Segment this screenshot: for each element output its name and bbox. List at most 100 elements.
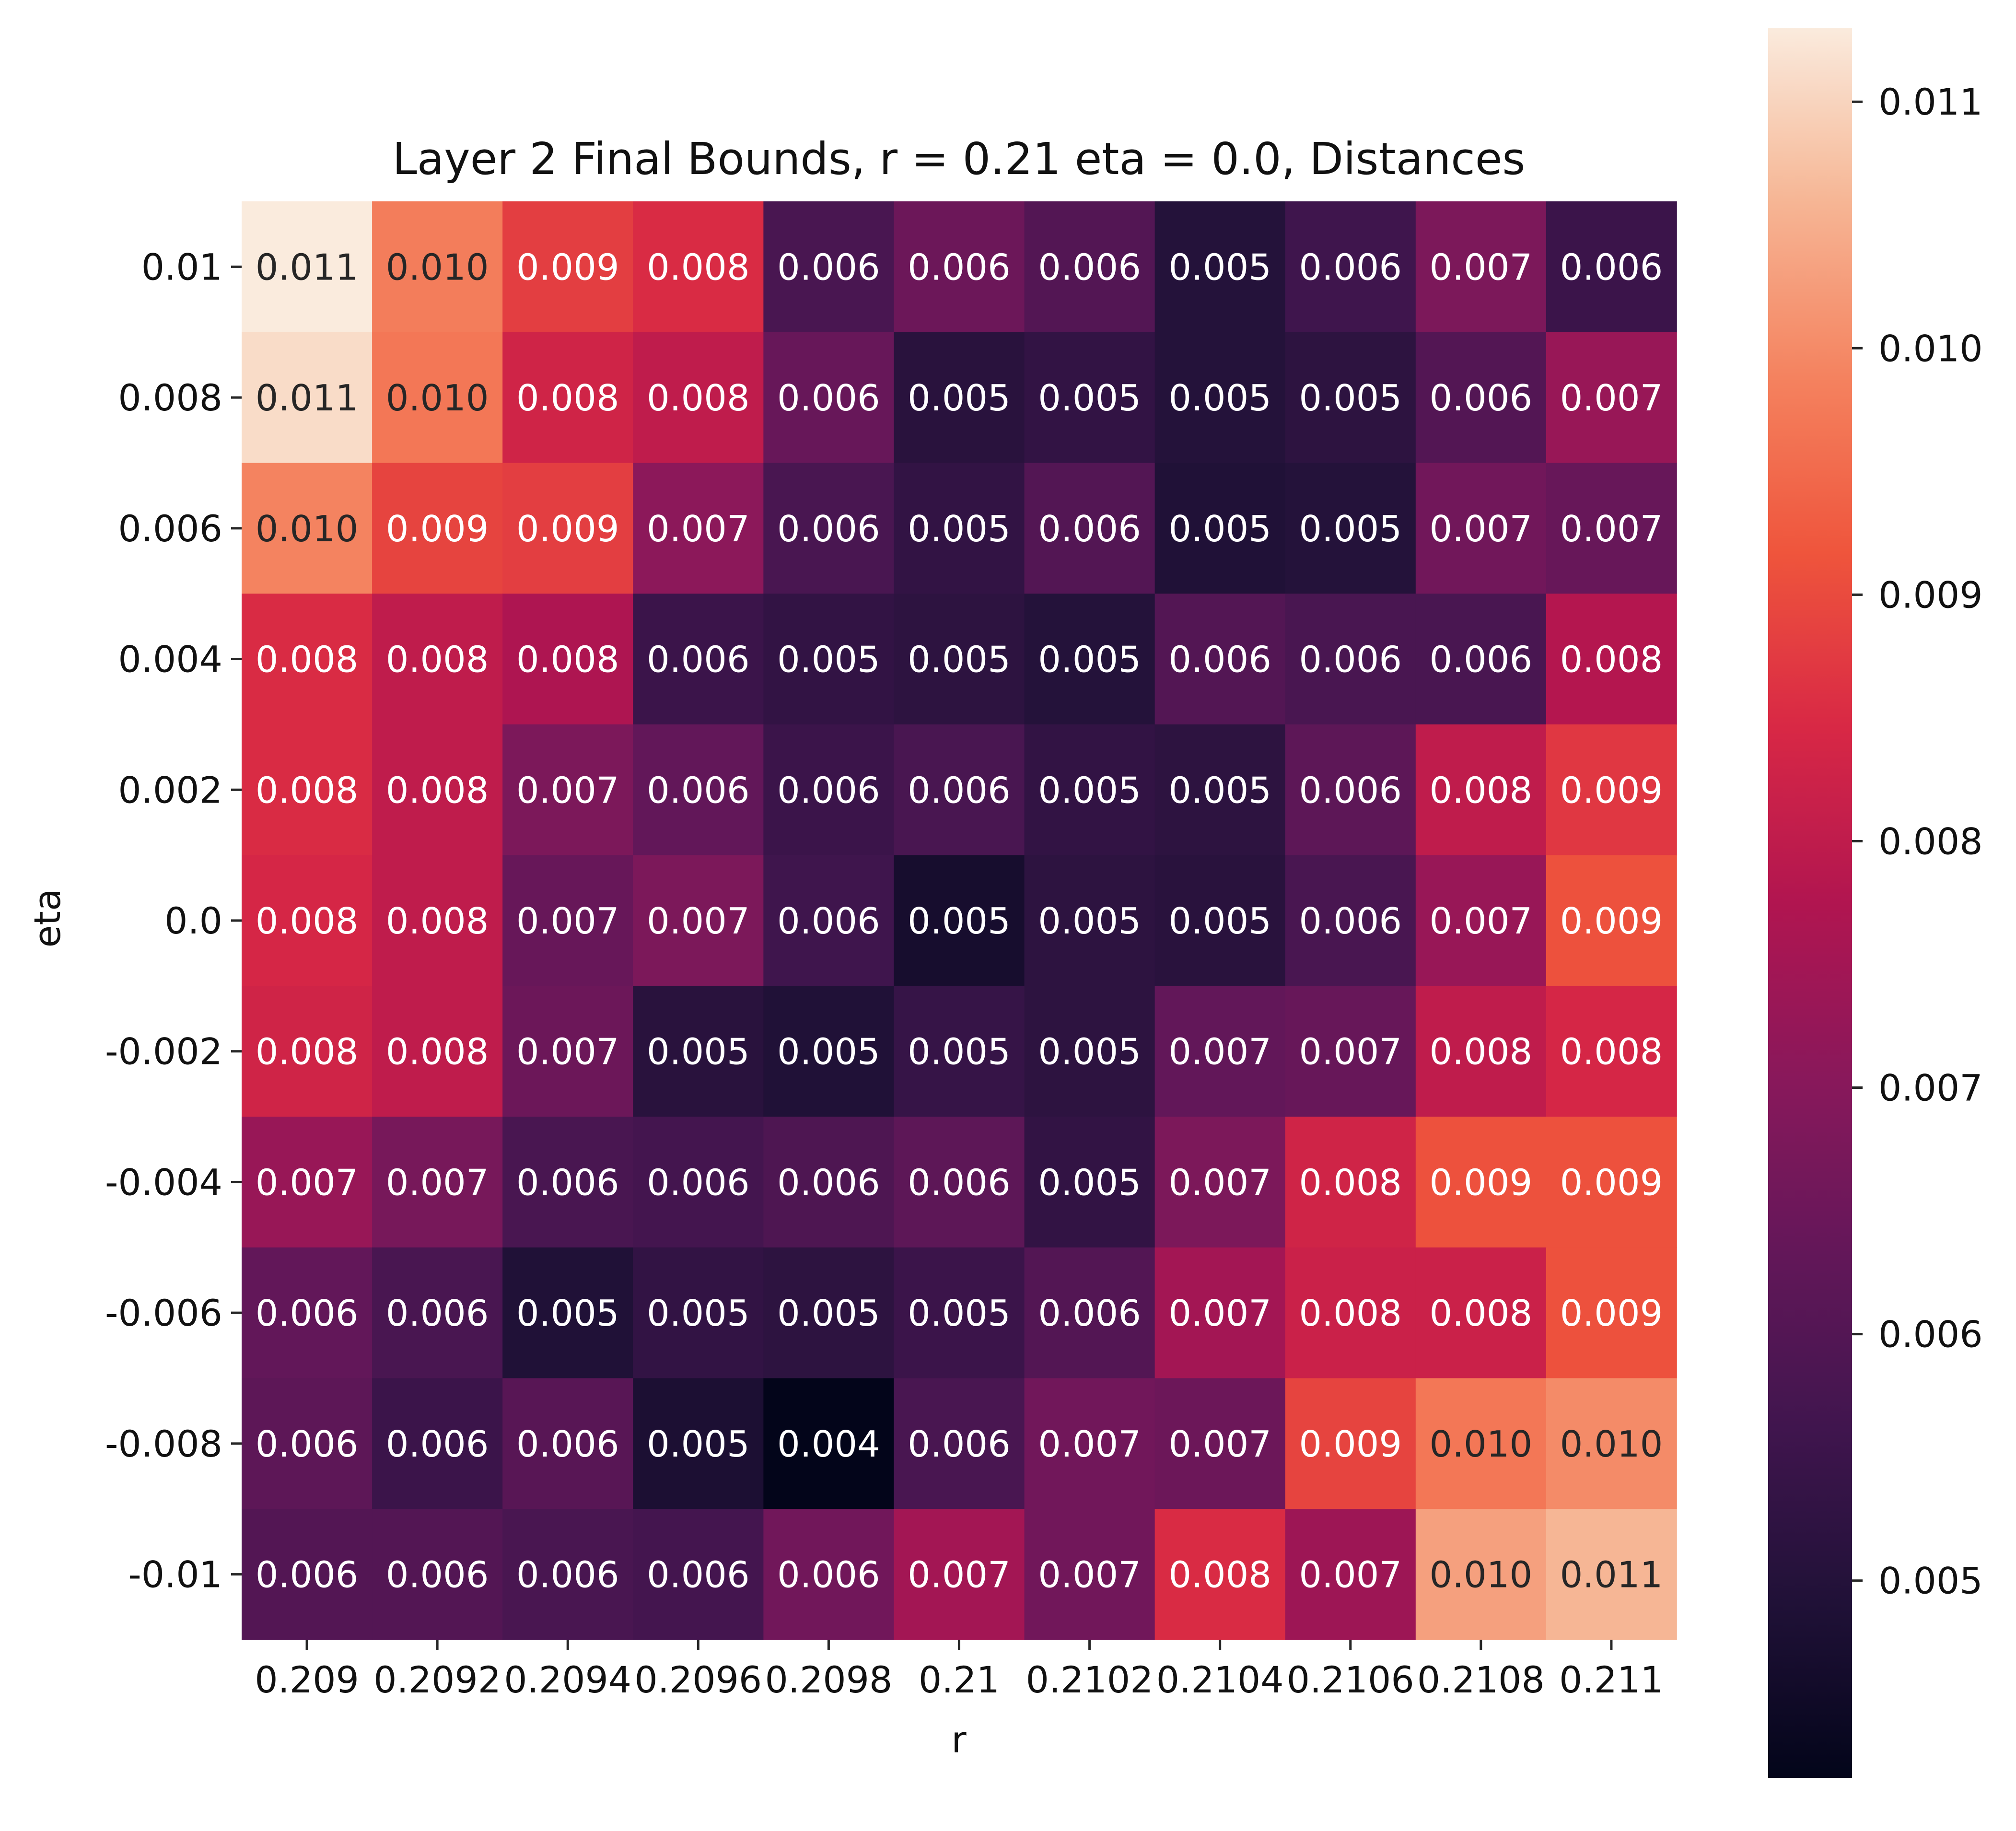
- heatmap-cell-value: 0.005: [1299, 508, 1402, 550]
- heatmap-cell: [763, 1509, 895, 1640]
- heatmap-cell: [242, 986, 373, 1117]
- x-tick-label: 0.2102: [1026, 1658, 1154, 1701]
- heatmap-cell-value: 0.007: [1430, 900, 1533, 942]
- heatmap-cell: [1546, 1247, 1677, 1379]
- heatmap-cell-value: 0.005: [647, 1031, 750, 1073]
- heatmap-cell-value: 0.009: [1560, 900, 1663, 942]
- heatmap-cell-value: 0.008: [1168, 1554, 1271, 1596]
- heatmap-cell: [242, 332, 373, 464]
- y-axis-label: eta: [26, 888, 69, 947]
- heatmap-cell: [1285, 1509, 1416, 1640]
- heatmap-cell-value: 0.006: [908, 769, 1011, 811]
- heatmap-cell-value: 0.006: [386, 1554, 489, 1596]
- heatmap-cell-value: 0.007: [647, 508, 750, 550]
- heatmap-cell-value: 0.006: [777, 377, 880, 419]
- heatmap-cell: [1285, 594, 1416, 725]
- heatmap-cell: [1154, 1117, 1286, 1248]
- heatmap-cell-value: 0.009: [1430, 1161, 1533, 1203]
- colorbar-tick-label: 0.011: [1878, 81, 1983, 123]
- heatmap-cell-value: 0.008: [1560, 1031, 1663, 1073]
- y-tick-label: -0.01: [128, 1553, 222, 1596]
- heatmap-cell-value: 0.005: [647, 1292, 750, 1334]
- heatmap-cell-value: 0.007: [1430, 246, 1533, 288]
- heatmap-cell: [1285, 855, 1416, 987]
- heatmap-cell: [1285, 986, 1416, 1117]
- heatmap-cell-value: 0.010: [386, 246, 489, 288]
- heatmap-cell-value: 0.007: [1560, 508, 1663, 550]
- heatmap-cell-value: 0.005: [908, 639, 1011, 681]
- heatmap-cell-value: 0.008: [1430, 1031, 1533, 1073]
- heatmap-cell: [242, 1117, 373, 1248]
- heatmap-cell: [1285, 1117, 1416, 1248]
- heatmap-cell-value: 0.006: [1430, 639, 1533, 681]
- y-tick-label: -0.008: [105, 1423, 222, 1465]
- heatmap-cell: [1415, 1247, 1547, 1379]
- heatmap-cell-value: 0.008: [256, 1031, 359, 1073]
- heatmap-cell-value: 0.008: [256, 900, 359, 942]
- heatmap-cell-value: 0.008: [1430, 769, 1533, 811]
- heatmap-cell: [633, 855, 764, 987]
- heatmap-cell-value: 0.008: [256, 639, 359, 681]
- heatmap-cell-value: 0.006: [256, 1554, 359, 1596]
- heatmap-cell: [1154, 594, 1286, 725]
- heatmap-cell-value: 0.006: [777, 769, 880, 811]
- heatmap-cell-value: 0.006: [1038, 246, 1141, 288]
- heatmap-cell: [633, 463, 764, 594]
- colorbar-tick-label: 0.007: [1878, 1067, 1983, 1109]
- heatmap-cell-value: 0.008: [1560, 639, 1663, 681]
- heatmap-cell-value: 0.009: [516, 508, 619, 550]
- heatmap-cell-value: 0.006: [777, 508, 880, 550]
- heatmap-cell-value: 0.007: [256, 1161, 359, 1203]
- heatmap-cell-value: 0.006: [647, 639, 750, 681]
- heatmap-cell: [1285, 463, 1416, 594]
- heatmap-cell: [763, 463, 895, 594]
- heatmap-cell: [372, 1509, 503, 1640]
- heatmap-cell-value: 0.006: [647, 1161, 750, 1203]
- heatmap-cell: [1415, 1378, 1547, 1510]
- heatmap-cell: [1024, 1117, 1155, 1248]
- heatmap-cell-value: 0.005: [1038, 639, 1141, 681]
- chart-title: Layer 2 Final Bounds, r = 0.21 eta = 0.0…: [393, 133, 1526, 185]
- y-axis: 0.01 0.008 0.006 0.004 0.002 0.0 -0.002 -0.004 -…: [105, 245, 242, 1596]
- y-tick-label: 0.006: [118, 507, 222, 550]
- heatmap-cell: [242, 1378, 373, 1510]
- heatmap-cell-value: 0.007: [1168, 1161, 1271, 1203]
- y-tick-label: -0.004: [105, 1161, 222, 1203]
- x-tick-label: 0.21: [919, 1658, 1000, 1701]
- heatmap-cell: [502, 201, 634, 333]
- heatmap-cell: [372, 724, 503, 856]
- heatmap-cells: [242, 201, 1677, 1640]
- y-tick-label: 0.004: [118, 638, 222, 681]
- heatmap-cell-value: 0.007: [516, 900, 619, 942]
- heatmap-cell-value: 0.008: [1430, 1292, 1533, 1334]
- heatmap-cell-value: 0.005: [908, 900, 1011, 942]
- heatmap-cell-value: 0.006: [386, 1423, 489, 1465]
- heatmap-cell-value: 0.006: [1299, 246, 1402, 288]
- heatmap-cell: [633, 201, 764, 333]
- colorbar-tick-label: 0.008: [1878, 820, 1983, 863]
- heatmap-cell-value: 0.005: [908, 1031, 1011, 1073]
- y-tick-label: -0.002: [105, 1030, 222, 1073]
- heatmap-cell-value: 0.007: [1299, 1031, 1402, 1073]
- heatmap-cell: [1285, 1247, 1416, 1379]
- y-tick-label: 0.008: [118, 376, 222, 419]
- heatmap-cell: [1024, 855, 1155, 987]
- heatmap-cell: [242, 463, 373, 594]
- x-tick-label: 0.2096: [634, 1658, 762, 1701]
- heatmap-cell: [633, 594, 764, 725]
- heatmap-cell-value: 0.008: [386, 900, 489, 942]
- heatmap-cell: [502, 855, 634, 987]
- heatmap-cell: [242, 594, 373, 725]
- heatmap-cell: [1024, 1247, 1155, 1379]
- heatmap-cell-value: 0.010: [1560, 1423, 1663, 1465]
- heatmap-cell: [763, 201, 895, 333]
- x-tick-label: 0.209: [255, 1658, 359, 1701]
- heatmap-cell-value: 0.005: [1168, 508, 1271, 550]
- heatmap-cell: [633, 1247, 764, 1379]
- heatmap-cell-value: 0.006: [1299, 769, 1402, 811]
- heatmap-cell-value: 0.006: [777, 246, 880, 288]
- y-tick-label: -0.006: [105, 1292, 222, 1334]
- x-tick-label: 0.2104: [1156, 1658, 1284, 1701]
- colorbar: 0.005 0.006 0.007 0.008 0.009 0.010 0.011: [1768, 28, 1983, 1778]
